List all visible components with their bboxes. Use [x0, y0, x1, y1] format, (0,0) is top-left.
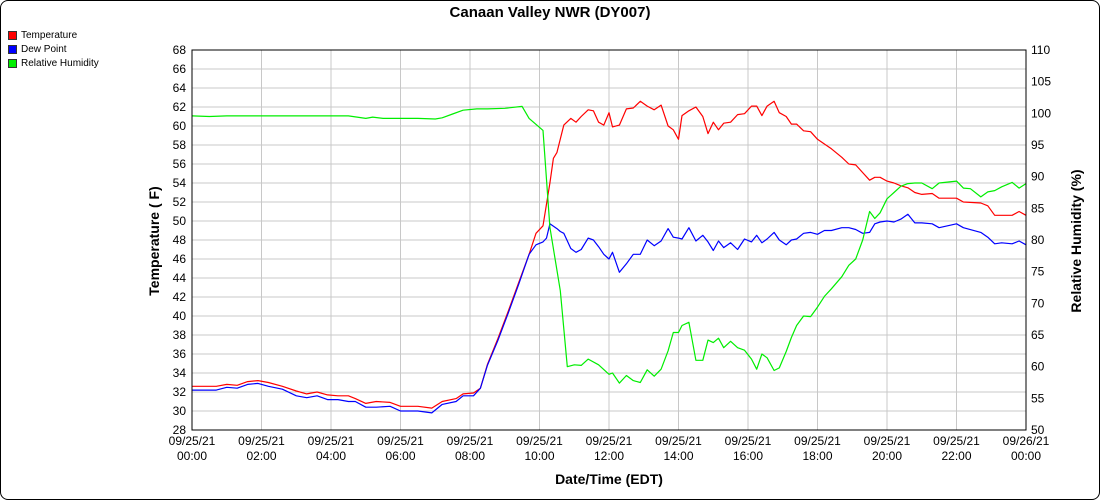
temperature-line	[192, 100, 1027, 409]
y-tick-label-left: 46	[173, 252, 187, 266]
x-axis-title: Date/Time (EDT)	[555, 471, 663, 487]
y-tick-label-right: 85	[1031, 201, 1045, 215]
x-tick-label-date: 09/25/21	[516, 434, 563, 448]
x-tick-label-date: 09/26/21	[1003, 434, 1050, 448]
y-tick-label-right: 60	[1031, 360, 1045, 374]
y-tick-label-left: 64	[173, 81, 187, 95]
x-tick-label-time: 20:00	[872, 449, 902, 463]
y-tick-label-right: 65	[1031, 328, 1045, 342]
relative-humidity-line	[191, 105, 1027, 384]
y-tick-label-right: 100	[1031, 106, 1051, 120]
legend-swatch-relative-humidity	[8, 58, 17, 68]
grid-lines	[191, 49, 1027, 431]
x-tick-label-time: 18:00	[802, 449, 832, 463]
y-tick-label-left: 48	[173, 233, 187, 247]
x-tick-label-date: 09/25/21	[655, 434, 702, 448]
y-tick-label-right: 105	[1031, 75, 1051, 89]
y-tick-label-right: 75	[1031, 265, 1045, 279]
y-tick-label-left: 34	[173, 366, 187, 380]
tick-labels: 28 30 32 34 36 38 40 42 44 46 48 50 52 54 56 58 60 62 64 66…	[169, 43, 1052, 463]
x-tick-label-date: 09/25/21	[586, 434, 633, 448]
x-tick-label-time: 00:00	[177, 449, 207, 463]
x-tick-label-time: 08:00	[455, 449, 485, 463]
chart-title: Canaan Valley NWR (DY007)	[449, 4, 651, 21]
y-tick-label-left: 32	[173, 385, 187, 399]
y-tick-label-left: 50	[173, 214, 187, 228]
y-tick-label-left: 36	[173, 347, 187, 361]
x-tick-label-date: 09/25/21	[169, 434, 216, 448]
x-tick-label-time: 04:00	[316, 449, 346, 463]
y-tick-label-right: 95	[1031, 138, 1045, 152]
axes	[191, 49, 1027, 431]
y-tick-label-left: 58	[173, 138, 187, 152]
x-tick-label-time: 22:00	[941, 449, 971, 463]
y-tick-label-left: 38	[173, 328, 187, 342]
legend-label-relative-humidity: Relative Humidity	[21, 57, 99, 69]
y-tick-label-left: 28	[173, 423, 187, 437]
x-tick-label-date: 09/25/21	[377, 434, 424, 448]
legend-label-temperature: Temperature	[21, 29, 78, 41]
x-tick-label-time: 16:00	[733, 449, 763, 463]
y-tick-label-right: 55	[1031, 391, 1045, 405]
x-tick-label-time: 00:00	[1011, 449, 1041, 463]
x-tick-label-time: 06:00	[385, 449, 415, 463]
x-tick-label-date: 09/25/21	[238, 434, 285, 448]
y-tick-label-right: 50	[1031, 423, 1045, 437]
y-tick-label-left: 42	[173, 290, 187, 304]
x-tick-label-time: 12:00	[594, 449, 624, 463]
y-axis-title-right: Relative Humidity (%)	[1068, 169, 1084, 312]
legend-label-dew-point: Dew Point	[21, 43, 67, 55]
series-lines	[191, 100, 1027, 414]
y-tick-label-left: 40	[173, 309, 187, 323]
x-tick-label-date: 09/25/21	[864, 434, 911, 448]
y-tick-label-right: 110	[1031, 43, 1050, 57]
y-tick-label-left: 56	[173, 157, 187, 171]
x-tick-label-date: 09/25/21	[794, 434, 841, 448]
legend-item-temperature: Temperature	[8, 28, 99, 42]
y-tick-label-left: 54	[173, 176, 187, 190]
legend-item-dew-point: Dew Point	[8, 42, 99, 56]
y-tick-label-right: 80	[1031, 233, 1045, 247]
y-tick-label-left: 30	[173, 404, 187, 418]
dew-point-line	[192, 213, 1027, 414]
legend-swatch-temperature	[8, 30, 17, 40]
y-tick-label-left: 68	[173, 43, 187, 57]
legend-swatch-dew-point	[8, 44, 17, 54]
y-tick-label-left: 52	[173, 195, 187, 209]
legend-item-relative-humidity: Relative Humidity	[8, 56, 99, 70]
y-tick-label-right: 70	[1031, 296, 1045, 310]
y-tick-label-right: 90	[1031, 170, 1045, 184]
y-tick-label-left: 44	[173, 271, 187, 285]
y-axis-title-left: Temperature ( F)	[146, 186, 162, 295]
y-tick-label-left: 60	[173, 119, 187, 133]
chart-legend: Temperature Dew Point Relative Humidity	[8, 28, 99, 70]
x-tick-label-date: 09/25/21	[725, 434, 772, 448]
x-tick-label-time: 10:00	[524, 449, 554, 463]
x-tick-label-time: 02:00	[246, 449, 276, 463]
y-tick-label-left: 66	[173, 62, 187, 76]
x-tick-label-date: 09/25/21	[933, 434, 980, 448]
x-tick-label-time: 14:00	[663, 449, 693, 463]
x-tick-label-date: 09/25/21	[308, 434, 355, 448]
y-tick-label-left: 62	[173, 100, 187, 114]
plot-border	[191, 49, 1027, 431]
x-tick-label-date: 09/25/21	[447, 434, 494, 448]
